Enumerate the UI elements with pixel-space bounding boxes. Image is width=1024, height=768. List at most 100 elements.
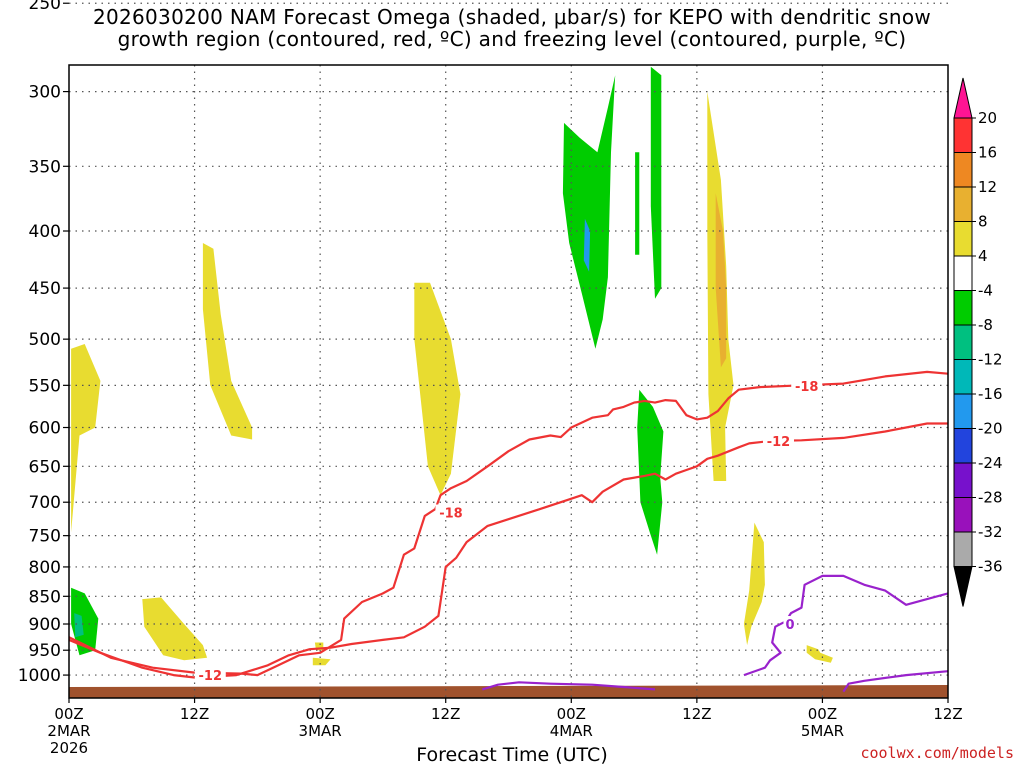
dgz-label-left: -18 xyxy=(439,506,463,521)
x-axis-label: Forecast Time (UTC) xyxy=(416,744,608,766)
omega-region-12 xyxy=(637,389,664,555)
omega-region-0 xyxy=(71,344,101,533)
ytick-label-950: 950 xyxy=(29,641,61,661)
colorbar-label-9: -20 xyxy=(978,420,1003,438)
xtick-label-60: 12Z xyxy=(682,705,711,723)
omega-region-8 xyxy=(562,75,616,349)
ytick-label-800: 800 xyxy=(29,558,61,578)
xtick-label-72: 00Z xyxy=(808,705,837,723)
colorbar-label-1: 16 xyxy=(978,144,997,162)
xtick-label-84: 12Z xyxy=(933,705,962,723)
chart-title-line1: 2026030200 NAM Forecast Omega (shaded, μ… xyxy=(92,5,932,29)
omega-region-6 xyxy=(312,657,331,666)
colorbar-label-13: -36 xyxy=(978,558,1003,576)
colorbar-seg-2 xyxy=(953,186,973,222)
ytick-label-750: 750 xyxy=(29,527,61,547)
dgz-contour-1 xyxy=(69,422,948,679)
colorbar-seg-0 xyxy=(953,117,973,153)
plot-frame xyxy=(68,64,949,699)
colorbar-label-7: -12 xyxy=(978,351,1003,369)
ytick-label-500: 500 xyxy=(29,330,61,350)
colorbar-label-8: -16 xyxy=(978,385,1003,403)
colorbar-seg-3 xyxy=(953,221,973,257)
ytick-label-1000: 1000 xyxy=(18,666,61,686)
dgz-label-left-bg xyxy=(435,504,467,520)
ytick-label-550: 550 xyxy=(29,376,61,396)
omega-region-11 xyxy=(650,66,662,299)
freezing-label: 0 xyxy=(785,618,794,633)
frame-border xyxy=(68,64,949,699)
ytick-label-450: 450 xyxy=(29,279,61,299)
colorbar-seg-9 xyxy=(953,428,973,464)
dgz-label-12-right-bg xyxy=(762,433,794,449)
xtick-label-48: 00Z xyxy=(557,705,586,723)
dgz-label-12-left: -12 xyxy=(199,669,223,684)
omega-region-15 xyxy=(743,522,765,646)
contour-lines: -18 -18 -12 -12 0 xyxy=(69,370,948,693)
dgz-label-12-right: -12 xyxy=(767,435,791,450)
colorbar-label-5: -4 xyxy=(978,282,993,300)
freezing-contour-2 xyxy=(842,670,948,693)
colorbar-label-3: 8 xyxy=(978,213,988,231)
dgz-label-12-left-bg xyxy=(194,667,226,683)
colorbar-label-0: 20 xyxy=(978,109,997,127)
ground-layer xyxy=(69,685,948,698)
colorbar-label-10: -24 xyxy=(978,454,1003,472)
colorbar-seg-5 xyxy=(953,290,973,326)
grid-lines xyxy=(69,2,948,698)
ytick-label-650: 650 xyxy=(29,457,61,477)
colorbar-label-11: -28 xyxy=(978,489,1003,507)
colorbar-seg-6 xyxy=(953,324,973,360)
colorbar-seg-8 xyxy=(953,393,973,429)
xtick-sub1-24: 3MAR xyxy=(299,722,342,740)
colorbar-label-2: 12 xyxy=(978,178,997,196)
dgz-label-right-bg xyxy=(791,378,823,394)
omega-region-9 xyxy=(583,218,591,272)
xtick-label-0: 00Z xyxy=(54,705,83,723)
freezing-label-bg xyxy=(783,616,797,632)
ytick-label-900: 900 xyxy=(29,615,61,635)
colorbar-seg-1 xyxy=(953,152,973,188)
colorbar-seg-12 xyxy=(953,531,973,567)
colorbar-label-12: -32 xyxy=(978,523,1003,541)
colorbar: 20 16 12 8 4 -4 -8 -12 -16 -20 -24 -28 -32 -36 xyxy=(953,77,1003,607)
xtick-sub1-72: 5MAR xyxy=(801,722,844,740)
xtick-label-24: 00Z xyxy=(305,705,334,723)
credit-text: coolwx.com/models xyxy=(860,744,1014,762)
xtick-sub1-0: 2MAR xyxy=(47,722,90,740)
omega-region-16 xyxy=(806,645,833,663)
colorbar-top-arrow xyxy=(953,77,973,119)
colorbar-seg-10 xyxy=(953,462,973,498)
omega-region-10 xyxy=(635,152,640,255)
omega-shaded-regions xyxy=(71,66,833,666)
dgz-label-right: -18 xyxy=(795,380,819,395)
ytick-label-300: 300 xyxy=(29,83,61,103)
chart-title-line2: growth region (contoured, red, ºC) and f… xyxy=(117,27,907,51)
dgz-contour-0 xyxy=(69,370,948,677)
ytick-label-400: 400 xyxy=(29,222,61,242)
omega-region-2 xyxy=(74,613,84,638)
freezing-contour-0 xyxy=(743,574,948,677)
ytick-label-850: 850 xyxy=(29,587,61,607)
omega-region-3 xyxy=(142,597,208,661)
chart-title: 2026030200 NAM Forecast Omega (shaded, μ… xyxy=(0,6,1024,50)
ytick-label-250: 250 xyxy=(29,0,61,14)
xtick-sub1-48: 4MAR xyxy=(550,722,593,740)
xtick-label-12: 12Z xyxy=(180,705,209,723)
ytick-label-600: 600 xyxy=(29,419,61,439)
ytick-label-350: 350 xyxy=(29,157,61,177)
omega-region-7 xyxy=(414,282,461,496)
colorbar-seg-4 xyxy=(953,255,973,291)
ytick-label-700: 700 xyxy=(29,493,61,513)
freezing-contour-1 xyxy=(481,681,656,691)
xtick-sub2-0: 2026 xyxy=(50,739,88,757)
omega-region-1 xyxy=(71,587,99,656)
colorbar-bottom-arrow xyxy=(953,566,973,607)
colorbar-label-4: 4 xyxy=(978,247,988,265)
omega-region-4 xyxy=(202,243,253,440)
omega-region-14 xyxy=(715,193,727,368)
ground-surface xyxy=(69,685,948,698)
colorbar-seg-7 xyxy=(953,359,973,395)
